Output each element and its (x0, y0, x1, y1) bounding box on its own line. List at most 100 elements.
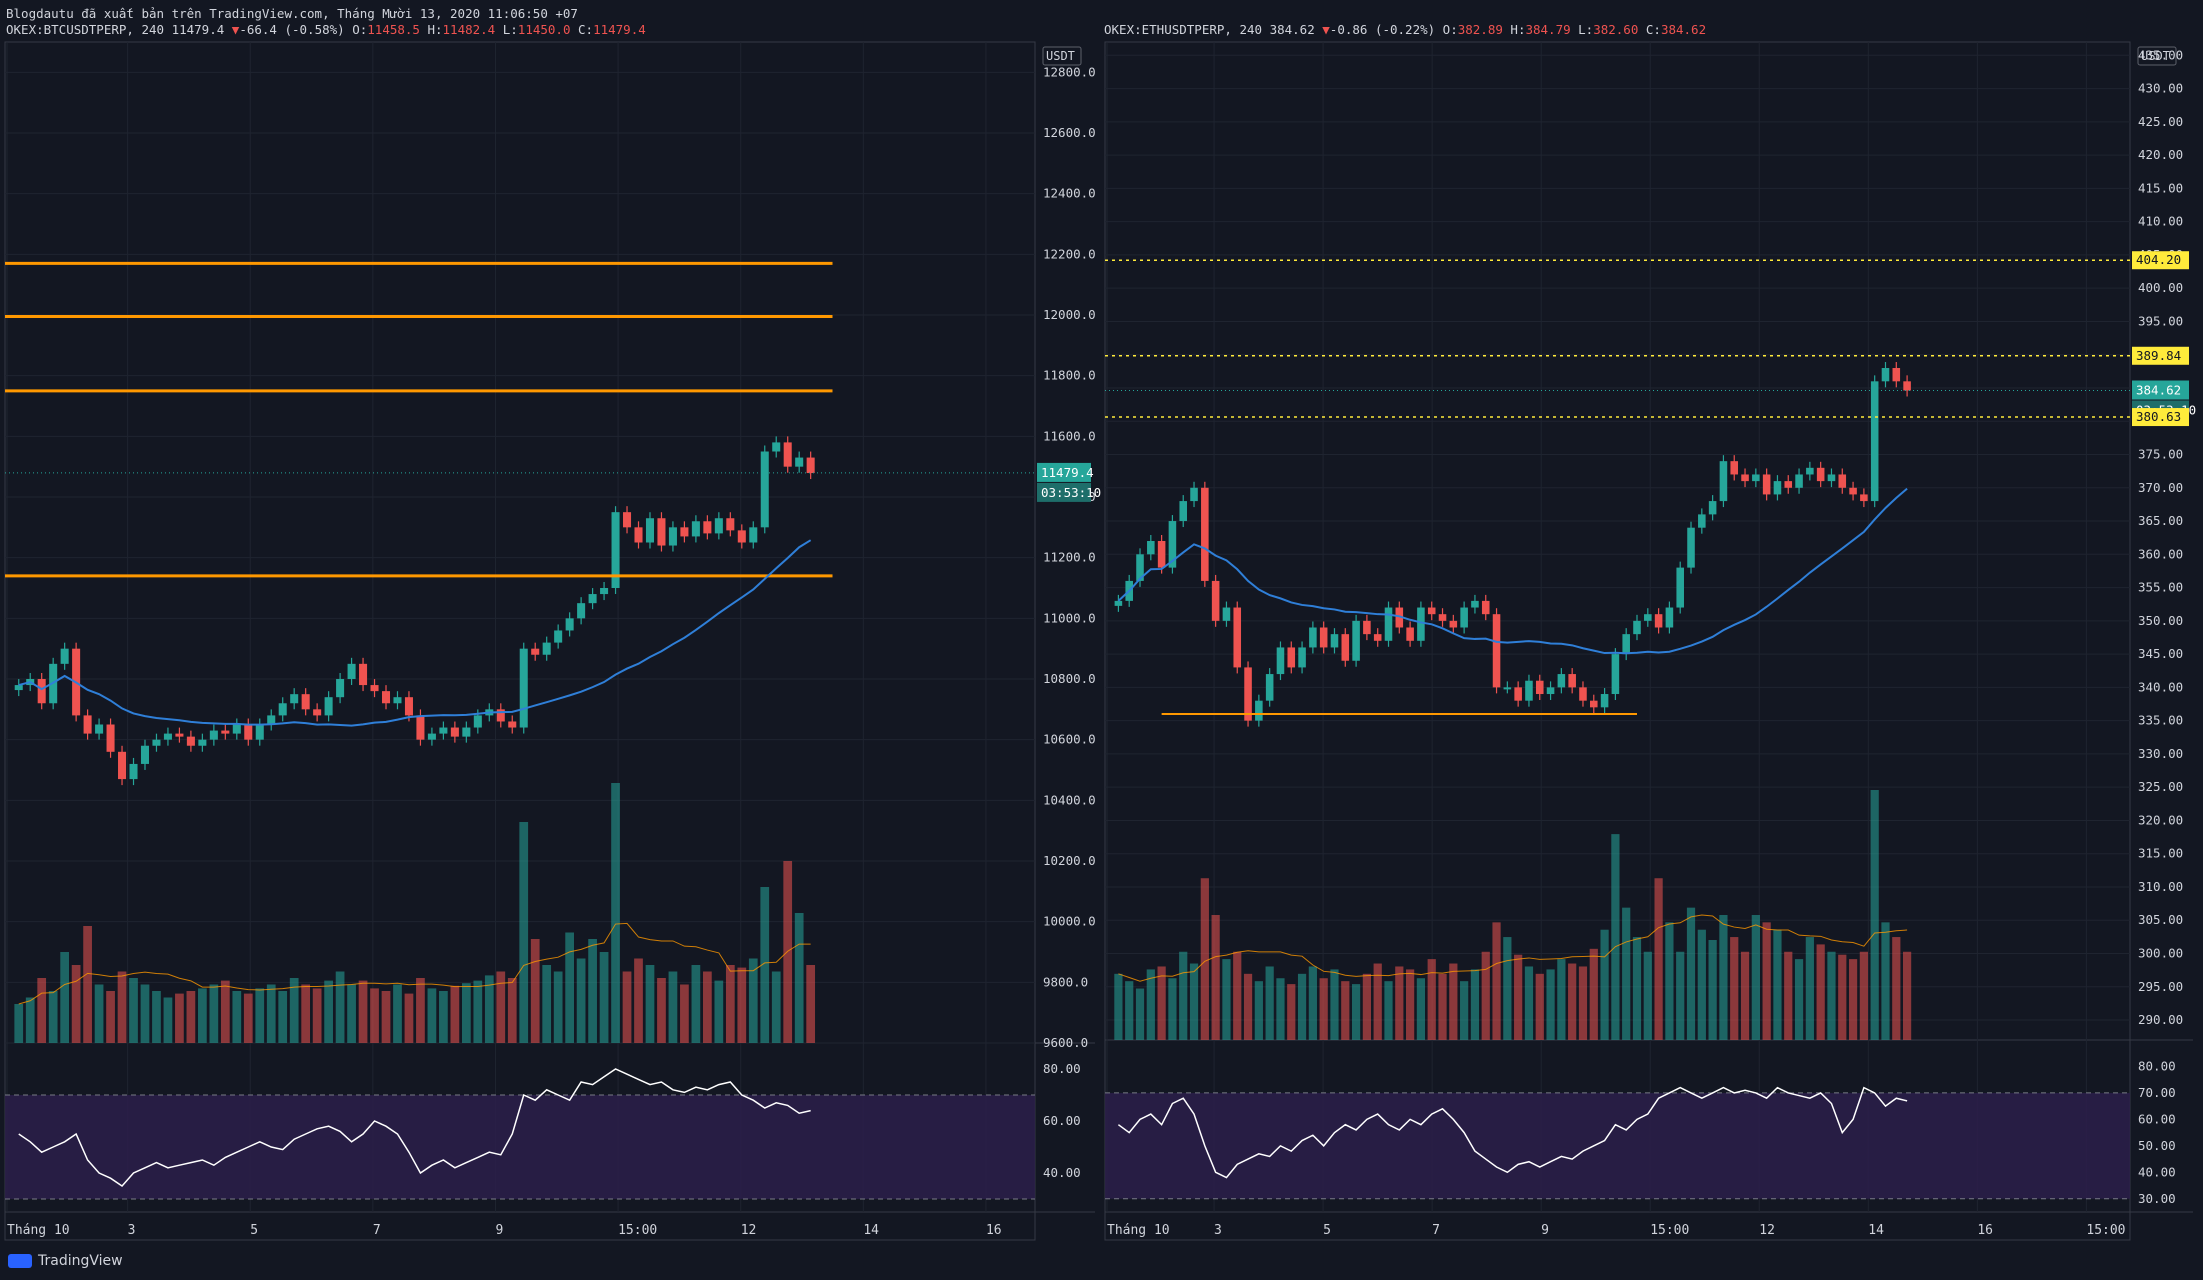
eth-last-price-badge (2132, 380, 2189, 400)
btc-volume-bar (370, 988, 379, 1043)
eth-x-tick: 15:00 (2086, 1223, 2125, 1238)
eth-x-tick: 3 (1214, 1223, 1222, 1238)
eth-candle-body (1535, 680, 1544, 695)
btc-candle-body (290, 694, 299, 704)
eth-y-tick: 375.00 (2138, 447, 2183, 462)
eth-volume-bar (1719, 915, 1728, 1040)
btc-y-tick: 10400.0 (1043, 792, 1096, 807)
btc-volume-bar (530, 939, 540, 1043)
eth-volume-bar (1827, 951, 1836, 1040)
btc-symbol: OKEX:BTCUSDTPERP, 240 (6, 22, 165, 37)
btc-candle-body (473, 715, 482, 728)
btc-volume-bar (622, 971, 632, 1043)
btc-candle-body (554, 630, 563, 643)
eth-candle-body (1471, 600, 1479, 608)
btc-last-price-label: 11479.4 (1041, 465, 1094, 480)
btc-candle-body (703, 521, 712, 534)
btc-candle-body (359, 663, 368, 686)
btc-volume-bar (301, 984, 311, 1043)
btc-candle-body (140, 745, 150, 764)
btc-candle-body (129, 763, 138, 780)
btc-currency-badge (1042, 46, 1082, 66)
eth-volume-bar (1654, 878, 1663, 1040)
btc-change: -66.4 (-0.58%) (239, 22, 345, 37)
eth-candle-body (1255, 700, 1263, 721)
btc-rsi-tick: 40.00 (1043, 1165, 1081, 1180)
btc-volume-bar (220, 980, 230, 1043)
btc-candle-body (726, 518, 735, 531)
btc-volume-bar (576, 958, 586, 1043)
eth-y-tick: 420.00 (2138, 147, 2183, 162)
eth-y-tick: 360.00 (2138, 546, 2183, 561)
tradingview-brand[interactable]: TradingView (8, 1253, 123, 1269)
eth-last-price-label: 384.62 (2136, 383, 2181, 398)
eth-volume-bar (1492, 922, 1501, 1040)
eth-candle-body (1568, 674, 1576, 688)
eth-candle-body (1676, 567, 1684, 608)
btc-volume-bar (71, 965, 81, 1043)
btc-volume-bar (117, 971, 127, 1043)
btc-candle-body (508, 721, 517, 728)
eth-candle-body (1719, 461, 1728, 502)
btc-volume-bar (680, 984, 689, 1043)
eth-rsi-line (1117, 1086, 1908, 1179)
eth-candle-body (1633, 620, 1641, 635)
eth-y-tick: 295.00 (2138, 979, 2183, 994)
btc-volume-bar (691, 965, 701, 1043)
eth-volume-bar (1362, 973, 1372, 1040)
btc-candle-body (634, 527, 643, 543)
btc-candle-body (623, 512, 632, 528)
eth-volume-bar (1222, 959, 1231, 1040)
btc-candle-body (806, 457, 815, 474)
eth-candle-body (1687, 527, 1695, 568)
btc-x-tick: 5 (250, 1223, 258, 1238)
btc-volume-bar (519, 822, 529, 1043)
eth-volume-bar (1416, 978, 1426, 1040)
btc-y-tick: 10000.0 (1043, 914, 1096, 929)
eth-y-tick: 350.00 (2138, 613, 2183, 628)
btc-candle-body (749, 527, 758, 543)
btc-y-tick: 11600.0 (1043, 428, 1096, 443)
eth-candle-body (1319, 627, 1328, 648)
eth-volume-bar (1351, 984, 1361, 1040)
eth-y-tick: 410.00 (2138, 214, 2183, 229)
eth-currency-label: USDT (2141, 49, 2170, 63)
eth-volume-bar (1297, 973, 1307, 1040)
btc-candle-body (370, 685, 379, 692)
publish-line: Blogdautu đã xuất bản trên TradingView.c… (6, 6, 578, 21)
eth-volume-bar (1557, 959, 1566, 1040)
btc-volume-bar (416, 978, 425, 1043)
eth-close: 384.62 (1660, 22, 1707, 37)
eth-y-tick: 435.00 (2138, 47, 2183, 62)
eth-y-tick: 430.00 (2138, 81, 2183, 96)
eth-rsi-tick: 60.00 (2138, 1111, 2176, 1126)
eth-volume-bar (1243, 973, 1253, 1040)
eth-volume-bar (1546, 969, 1555, 1040)
eth-candle-body (1514, 687, 1522, 701)
eth-candle-body (1644, 614, 1652, 621)
btc-candle-body (668, 527, 677, 546)
eth-rsi-band (1105, 1092, 2130, 1199)
btc-candle-body (795, 457, 804, 467)
btc-volume-bar (175, 993, 184, 1043)
eth-candle-body (1157, 541, 1166, 568)
btc-volume-bar (737, 967, 747, 1043)
eth-volume-bar (1460, 981, 1469, 1040)
eth-candle-body (1741, 474, 1749, 482)
btc-volume-bar (645, 965, 655, 1043)
btc-candle-body (519, 648, 528, 728)
eth-volume-bar (1233, 951, 1242, 1040)
btc-candle-body (221, 730, 230, 734)
btc-volume-bar (335, 971, 345, 1043)
eth-candle-body (1352, 620, 1360, 661)
btc-volume-bar (106, 991, 115, 1043)
btc-candle-body (462, 727, 471, 737)
eth-candle-body (1654, 614, 1663, 628)
btc-candle-body (600, 588, 609, 595)
btc-volume-bar (473, 980, 483, 1043)
btc-candle-body (198, 739, 207, 746)
eth-candle-body (1557, 674, 1566, 688)
eth-volume-bar (1276, 978, 1285, 1040)
eth-candle-body (1892, 368, 1901, 382)
